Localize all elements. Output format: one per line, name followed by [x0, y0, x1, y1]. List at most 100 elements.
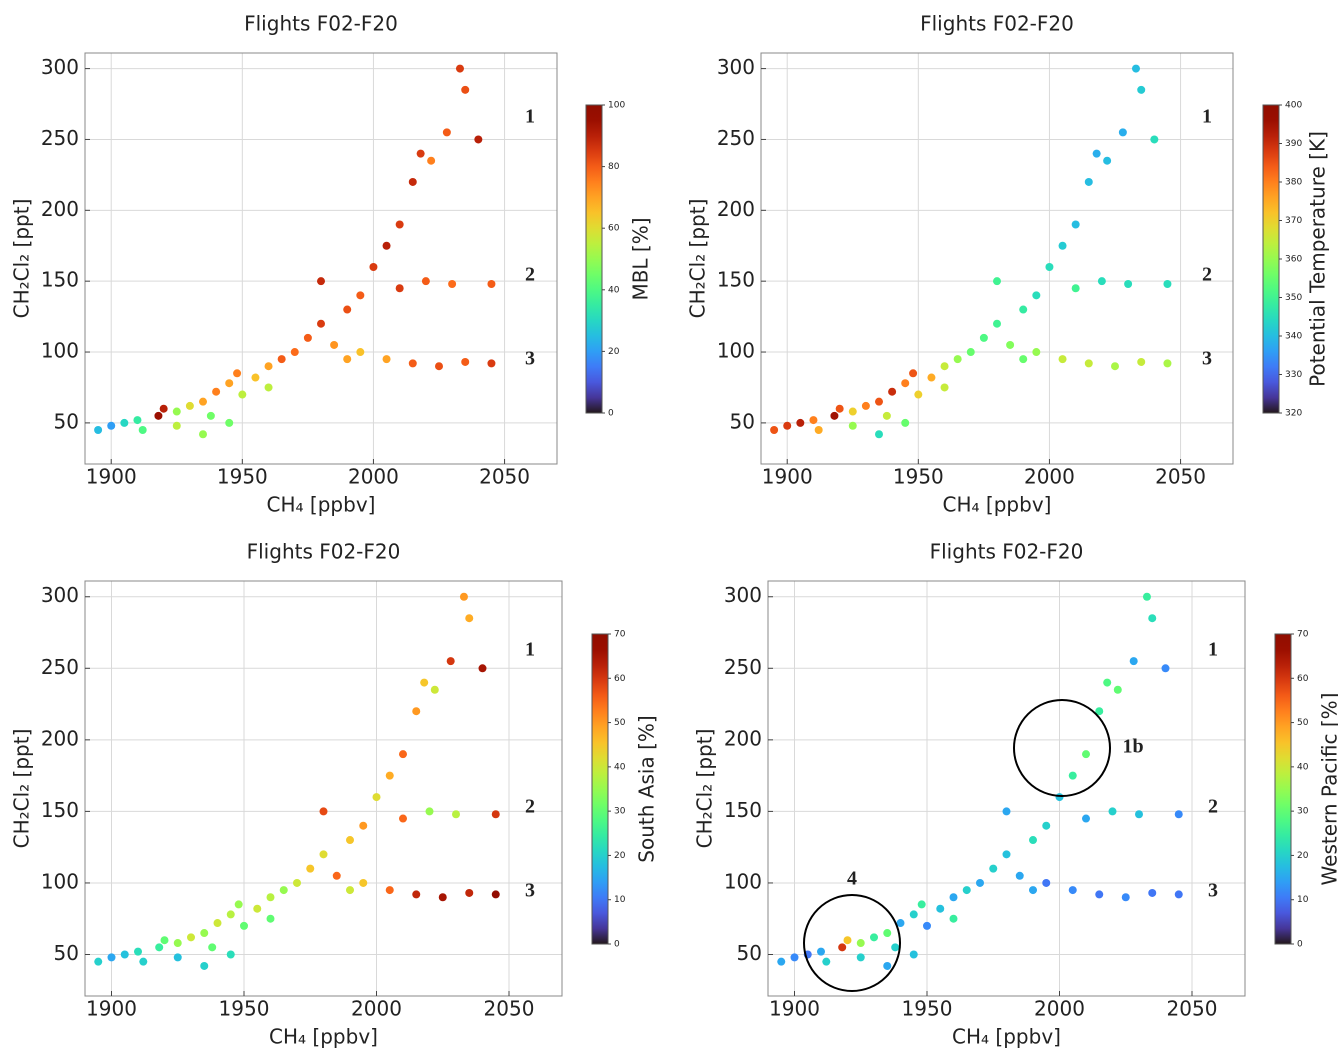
y-tick-label: 250 — [717, 126, 755, 150]
x-tick-label: 2000 — [351, 997, 402, 1021]
scatter-point — [359, 821, 368, 830]
scatter-point — [319, 850, 328, 859]
annotation: 2 — [525, 796, 535, 818]
scatter-point — [1150, 135, 1159, 144]
scatter-point — [1103, 156, 1112, 165]
plot-frame — [767, 580, 1246, 997]
y-axis-label: CH₂Cl₂ [ppt] — [686, 199, 710, 319]
scatter-point — [94, 425, 103, 434]
scatter-point — [159, 404, 168, 413]
scatter-point — [277, 355, 286, 364]
scatter-point — [1002, 850, 1011, 859]
scatter-point — [838, 943, 847, 952]
scatter-point — [777, 957, 786, 966]
y-tick-label: 150 — [724, 798, 762, 822]
colorbar-tick-label: 0 — [608, 409, 614, 419]
y-axis-label: CH₂Cl₂ [ppt] — [10, 199, 34, 319]
scatter-point — [1142, 592, 1151, 601]
colorbar-tick-label: 80 — [608, 162, 620, 172]
scatter-point — [993, 319, 1001, 328]
scatter-point — [491, 890, 500, 899]
annotation: 2 — [525, 264, 535, 286]
scatter-point — [882, 411, 891, 420]
scatter-point — [888, 387, 897, 396]
plot-frame — [760, 52, 1234, 465]
y-tick-label: 50 — [737, 941, 762, 965]
scatter-point — [226, 950, 235, 959]
y-tick-label: 100 — [724, 869, 762, 893]
y-tick-label: 100 — [41, 339, 79, 363]
scatter-point — [382, 241, 391, 250]
scatter-point — [372, 793, 381, 802]
scatter-point — [1124, 280, 1133, 289]
x-tick-label: 2050 — [1155, 465, 1206, 489]
y-axis-label: CH₂Cl₂ [ppt] — [693, 729, 717, 849]
scatter-point — [817, 947, 825, 956]
scatter-point — [896, 919, 905, 928]
scatter-point — [1058, 355, 1067, 364]
x-tick-label: 2000 — [1024, 465, 1075, 489]
panel: 1900 1950 2000 205050100150200250300Flights… — [693, 540, 1338, 1049]
scatter-point — [120, 950, 129, 959]
scatter-point — [1002, 807, 1011, 816]
scatter-point — [993, 277, 1001, 286]
scatter-point — [976, 878, 984, 887]
x-axis-label: CH₄ [ppbv] — [952, 1025, 1061, 1049]
colorbar-tick-label: 20 — [614, 851, 626, 861]
panel: 1900 1950 2000 205050100150200250300Flights… — [686, 12, 1330, 517]
scatter-point — [1058, 241, 1067, 250]
x-tick-label: 1900 — [762, 465, 813, 489]
scatter-point — [909, 369, 918, 378]
annotation: 3 — [525, 348, 535, 370]
colorbar-tick-label: 100 — [608, 101, 625, 111]
scatter-point — [1029, 836, 1037, 845]
scatter-point — [330, 340, 339, 349]
scatter-point — [199, 430, 207, 439]
x-tick-label: 1900 — [86, 465, 137, 489]
chart-title: Flights F02-F20 — [920, 12, 1074, 36]
scatter-point — [870, 933, 878, 942]
x-axis-label: CH₄ [ppbv] — [943, 493, 1052, 517]
scatter-point — [395, 220, 404, 229]
scatter-point — [160, 936, 169, 945]
scatter-point — [1111, 362, 1119, 371]
scatter-point — [448, 280, 457, 289]
x-tick-label: 2050 — [479, 465, 530, 489]
colorbar-tick-label: 330 — [1285, 370, 1302, 380]
x-tick-label: 2000 — [1034, 997, 1085, 1021]
scatter-point — [1121, 893, 1130, 902]
scatter-point — [936, 904, 945, 913]
scatter-point — [94, 957, 103, 966]
y-tick-label: 250 — [724, 655, 762, 679]
colorbar-label: Potential Temperature [K] — [1306, 131, 1330, 387]
scatter-point — [1135, 810, 1143, 819]
scatter-point — [446, 657, 455, 666]
plot-frame — [84, 580, 563, 997]
scatter-point — [461, 357, 470, 366]
scatter-point — [1029, 886, 1037, 895]
scatter-point — [332, 871, 341, 880]
x-tick-label: 1950 — [893, 465, 944, 489]
scatter-point — [461, 85, 470, 94]
scatter-point — [425, 807, 434, 816]
colorbar-tick-label: 40 — [608, 285, 620, 295]
scatter-point — [264, 383, 273, 392]
scatter-point — [442, 128, 451, 137]
y-tick-label: 150 — [717, 268, 755, 292]
scatter-point — [487, 359, 496, 368]
annotation: 2 — [1202, 264, 1212, 286]
scatter-point — [1174, 890, 1183, 899]
scatter-point — [979, 333, 988, 342]
y-tick-label: 300 — [717, 55, 755, 79]
scatter-point — [1103, 678, 1112, 687]
scatter-point — [279, 886, 288, 895]
scatter-point — [856, 953, 865, 962]
annotation: 1 — [525, 106, 535, 128]
colorbar-tick-label: 320 — [1285, 409, 1302, 419]
scatter-point — [208, 943, 217, 952]
scatter-point — [901, 379, 910, 388]
y-tick-label: 200 — [717, 197, 755, 221]
scatter-point — [901, 418, 910, 427]
panel: 1900 1950 2000 205050100150200250300Flights… — [10, 12, 653, 517]
scatter-point — [455, 64, 464, 73]
